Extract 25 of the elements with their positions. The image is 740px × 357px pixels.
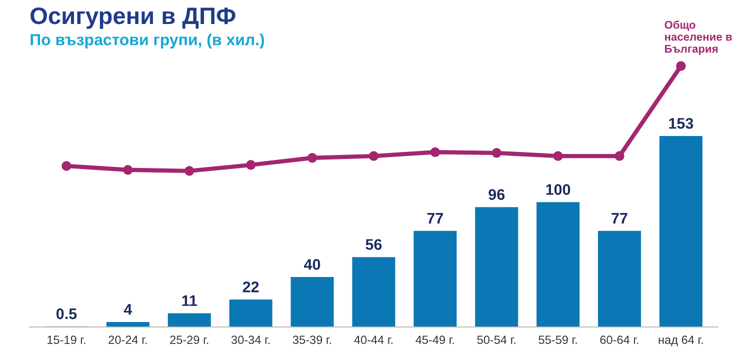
x-tick-label: над 64 г. — [658, 336, 703, 346]
x-tick-label: 35-39 г. — [292, 336, 331, 344]
x-tick-label: 20-24 г. — [108, 336, 147, 344]
x-tick-label: 60-64 г. — [600, 336, 638, 344]
data-label: 40 — [304, 259, 320, 270]
chart-subtitle: По възрастови групи, (в хил.) — [30, 34, 264, 48]
data-label: 77 — [427, 213, 443, 224]
data-label: 22 — [242, 282, 259, 292]
chart-title: Осигурени в ДПФ — [30, 7, 236, 29]
data-label: 96 — [488, 189, 505, 200]
x-tick-label: 40-44 г. — [354, 336, 392, 344]
x-tick-label: 30-34 г. — [231, 336, 270, 344]
data-label: 11 — [182, 295, 198, 306]
series-label: Общо население в България — [664, 20, 732, 55]
x-tick-label: 50-54 г. — [477, 336, 516, 344]
x-tick-label: 15-19 г. — [48, 336, 86, 344]
x-tick-label: 55-59 г. — [538, 336, 577, 344]
x-tick-label: 45-49 г. — [416, 336, 454, 344]
data-label: 4 — [124, 304, 132, 315]
x-tick-label: 25-29 г. — [170, 336, 208, 344]
data-label: 77 — [612, 213, 628, 224]
data-label: 100 — [546, 184, 570, 195]
data-label: 56 — [366, 239, 382, 250]
data-label: 0.5 — [56, 308, 77, 320]
data-label: 153 — [669, 118, 694, 129]
